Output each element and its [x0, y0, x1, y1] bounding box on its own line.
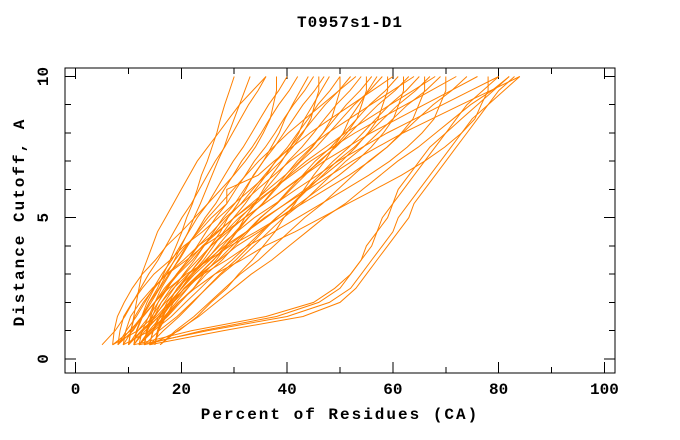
gdt-curve: [138, 76, 431, 346]
gdt-curve: [133, 76, 325, 346]
gdt-curve: [128, 76, 341, 345]
gdt-curve: [154, 76, 404, 345]
gdt-curve: [117, 76, 288, 346]
y-tick-label: 0: [35, 354, 53, 364]
gdt-curve: [154, 76, 436, 345]
gdt-curve: [138, 76, 457, 345]
gdt-curve: [138, 76, 521, 346]
gdt-curve: [112, 76, 251, 346]
y-axis-title: Distance Cutoff, A: [11, 117, 29, 327]
gdt-curve: [159, 76, 468, 346]
x-tick-label: 80: [489, 381, 508, 399]
gdt-curve: [159, 76, 510, 346]
x-axis-title: Percent of Residues (CA): [200, 406, 480, 424]
gdt-curve: [128, 76, 383, 346]
x-tick-label: 40: [278, 381, 297, 399]
gdt-curve: [128, 76, 267, 345]
gdt-curve: [122, 76, 299, 346]
x-tick-label: 0: [71, 381, 81, 399]
gdt-curve: [154, 76, 521, 345]
gdt-curve: [144, 76, 500, 346]
gdt-curve: [149, 76, 447, 345]
y-tick-label: 5: [35, 213, 53, 223]
chart-title: T0957s1-D1: [296, 14, 403, 32]
x-tick-label: 60: [383, 381, 402, 399]
gdt-curve: [149, 76, 499, 345]
x-tick-label: 100: [590, 381, 619, 399]
gdt-curve: [133, 76, 394, 345]
gdt-curve: [143, 76, 478, 345]
gdt-curve: [133, 76, 510, 346]
gdt-curve: [143, 76, 415, 345]
y-tick-label: 10: [35, 67, 53, 86]
gdt-curve: [117, 76, 235, 346]
gdt-curve: [149, 76, 515, 346]
gdt-curve: [143, 76, 441, 346]
gdt-curve: [112, 76, 277, 345]
x-tick-label: 20: [172, 381, 191, 399]
gdt-curve: [117, 76, 320, 345]
gdt-curve: [128, 76, 410, 346]
